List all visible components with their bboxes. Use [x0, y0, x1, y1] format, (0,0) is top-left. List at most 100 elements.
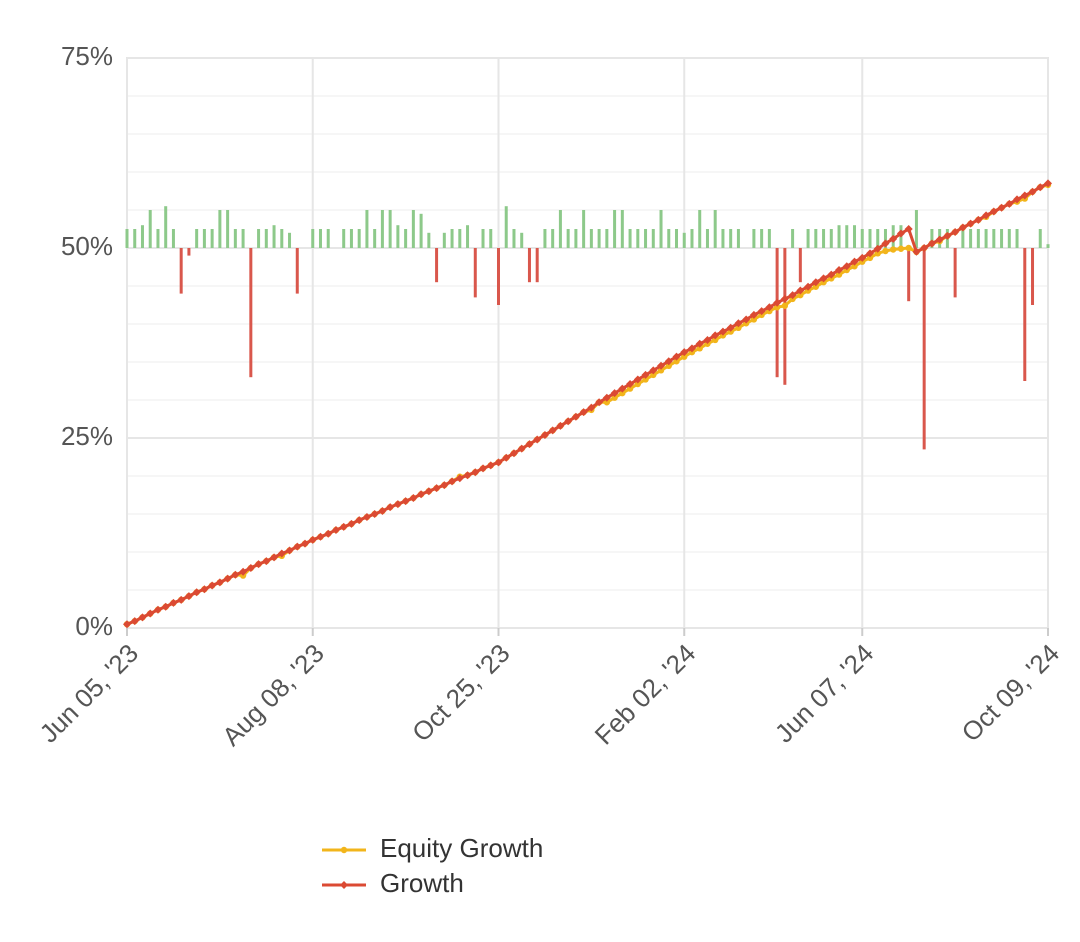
bar — [133, 229, 137, 248]
bar — [984, 229, 988, 248]
bar — [187, 248, 191, 256]
point — [882, 247, 889, 255]
point — [393, 500, 402, 509]
bar — [659, 210, 663, 248]
point — [687, 344, 696, 353]
legend-item: Equity Growth — [322, 833, 543, 863]
point — [989, 207, 998, 216]
bar — [582, 210, 586, 248]
point — [378, 506, 387, 515]
point — [835, 271, 843, 278]
point — [331, 525, 340, 534]
y-tick-label: 0% — [75, 611, 113, 641]
point — [455, 474, 464, 483]
point — [517, 444, 526, 453]
point — [665, 362, 672, 369]
bar — [675, 229, 679, 248]
point — [865, 249, 874, 258]
legend-item: Growth — [322, 868, 464, 898]
point — [370, 510, 379, 518]
point — [556, 421, 565, 430]
x-tick-label: Aug 08, '23 — [216, 638, 330, 752]
bar — [721, 229, 725, 248]
point — [619, 389, 626, 397]
point — [881, 239, 890, 248]
bar — [148, 210, 152, 248]
point — [424, 487, 433, 496]
point — [595, 398, 604, 407]
point — [866, 254, 874, 262]
point — [502, 453, 511, 462]
bar — [791, 229, 795, 248]
point — [138, 613, 147, 622]
point — [401, 497, 410, 506]
point — [912, 247, 921, 256]
bar — [257, 229, 261, 248]
bar — [736, 229, 740, 248]
point — [796, 286, 805, 295]
x-tick-label: Jun 05, '23 — [34, 638, 145, 749]
point — [146, 609, 155, 618]
point — [935, 235, 944, 244]
bar — [396, 225, 400, 248]
point — [1044, 179, 1052, 188]
y-tick-label: 25% — [61, 421, 113, 451]
bar — [1000, 229, 1004, 248]
point — [874, 250, 881, 257]
point — [223, 574, 232, 583]
bar — [628, 229, 632, 248]
bar — [380, 210, 384, 248]
point — [804, 282, 813, 291]
point — [1020, 191, 1029, 200]
bar — [589, 229, 593, 248]
point — [827, 270, 836, 279]
point — [246, 563, 255, 572]
bar — [288, 232, 292, 248]
point — [1036, 183, 1045, 192]
point — [974, 215, 983, 224]
point — [123, 620, 131, 629]
bar — [512, 229, 516, 248]
point — [680, 348, 689, 357]
bar — [922, 248, 926, 450]
plot-frame — [126, 57, 1049, 629]
bar — [969, 229, 973, 248]
point — [270, 553, 279, 562]
bar — [613, 210, 617, 248]
point — [262, 557, 271, 566]
point — [890, 246, 897, 253]
bar — [883, 229, 887, 248]
point — [696, 345, 703, 352]
point — [611, 394, 618, 401]
x-tick-label: Feb 02, '24 — [589, 638, 702, 751]
x-tick-label: Jun 07, '24 — [769, 638, 880, 749]
point — [602, 393, 611, 402]
point — [681, 353, 688, 360]
point — [130, 617, 139, 626]
bar — [976, 229, 980, 248]
bar — [226, 210, 230, 248]
point — [711, 331, 720, 340]
point — [904, 225, 913, 233]
bar — [651, 229, 655, 248]
bar — [853, 225, 857, 248]
point — [509, 449, 518, 458]
bar — [551, 229, 555, 248]
point — [339, 522, 348, 531]
point — [184, 592, 193, 601]
bar — [411, 210, 415, 248]
point — [277, 549, 286, 558]
bar — [295, 248, 299, 294]
bar — [620, 210, 624, 248]
point — [448, 477, 457, 486]
bar — [466, 225, 470, 248]
bar — [473, 248, 477, 298]
bar — [241, 229, 245, 248]
point — [742, 315, 751, 324]
point — [982, 211, 991, 220]
point — [603, 399, 611, 406]
bar — [713, 210, 717, 248]
bar — [798, 248, 802, 283]
bar — [264, 229, 268, 248]
